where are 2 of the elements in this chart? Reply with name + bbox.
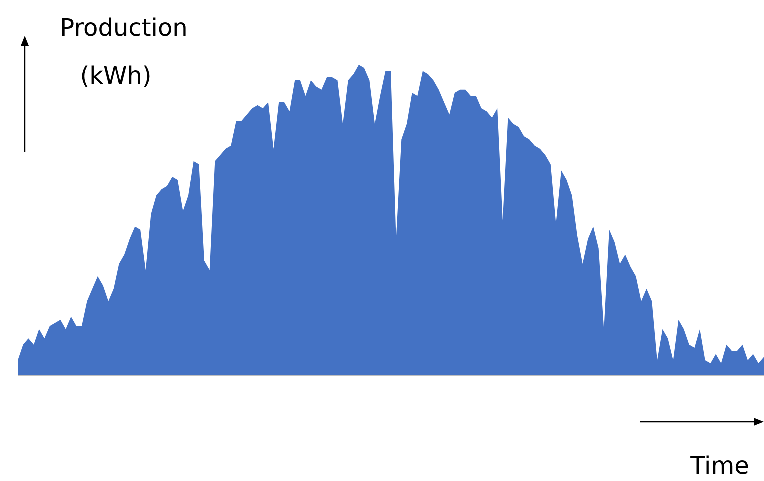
x-axis-title: Time <box>690 452 750 480</box>
y-axis-title: Production (kWh) <box>60 14 188 90</box>
